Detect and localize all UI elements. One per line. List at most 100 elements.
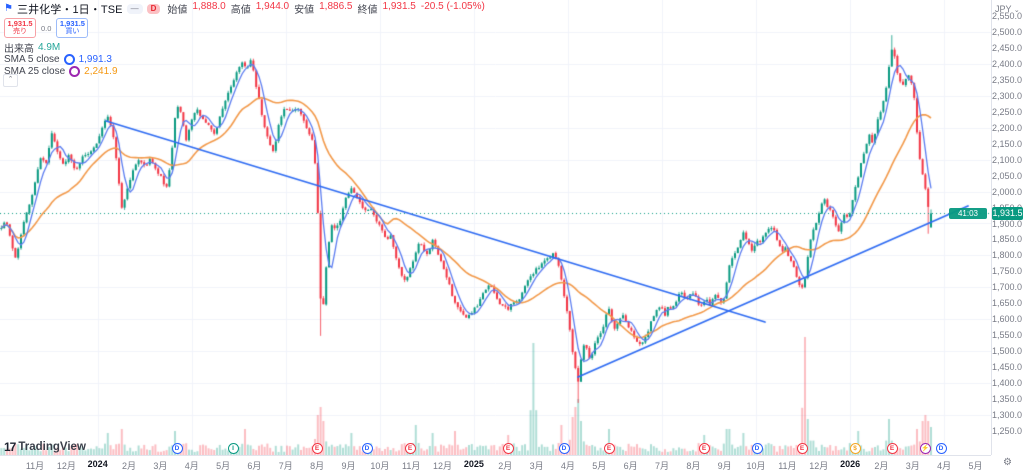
time-axis-label: 4月 [560,461,575,471]
tradingview-logo-mark: 17 [4,440,16,454]
buy-button[interactable]: 1,931.5 買い [56,18,89,38]
price-axis[interactable]: JPY ⌄ 2,550.0 2,500.0 2,450.0 2,400.0 2,350.… [991,0,1024,455]
time-axis-label: 12月 [433,461,453,471]
dividend-marker-icon[interactable]: D [751,443,763,454]
high-label: 高値 [230,5,251,16]
price-axis-label: 2,050.0 [991,170,1022,181]
currency-selector[interactable]: JPY ⌄ [995,4,1020,14]
sma5-legend-row[interactable]: SMA 5 close 1,991.3 [4,54,118,65]
indicator-legend: 出来高 4.9M SMA 5 close 1,991.3 SMA 25 clos… [4,42,118,78]
flag-icon[interactable]: ⚑ [4,2,13,14]
time-axis-label: 5月 [216,461,231,471]
high-value: 1,944.0 [255,1,290,12]
buy-price: 1,931.5 [59,19,85,28]
open-value: 1,888.0 [192,1,226,12]
volume-value: 4.9M [38,42,61,53]
price-axis-label: 2,100.0 [991,154,1022,165]
dividend-marker-icon[interactable]: D [171,443,183,454]
price-axis-label: 2,150.0 [991,138,1022,149]
price-axis-label: 1,250.0 [991,426,1022,436]
sma25-legend-row[interactable]: SMA 25 close 2,241.9 [4,66,118,77]
time-axis-label: 7月 [654,461,670,471]
time-axis-label: 8月 [310,461,325,471]
earnings-marker-icon[interactable]: E [796,443,808,454]
price-axis-label: 1,650.0 [991,298,1022,309]
time-axis-label: 11月 [778,461,797,471]
price-axis-label: 2,000.0 [991,186,1022,197]
spread-value: 0.0 [41,23,52,33]
tradingview-logo-text: TradingView [18,441,86,453]
price-axis-label: 2,500.0 [991,26,1022,37]
low-value: 1,886.5 [319,1,353,12]
time-axis-label: 3月 [905,461,920,471]
price-axis-label: 2,400.0 [991,58,1022,69]
sma5-label: SMA 5 close [4,54,60,65]
current-price-label: 1,931.5 [992,206,1023,220]
price-axis-label: 1,850.0 [991,234,1022,245]
payout-marker-icon[interactable]: $ [849,443,861,454]
price-axis-label: 2,250.0 [991,106,1022,117]
ohlc-values: 始値 1,888.0 高値 1,944.0 安値 1,886.5 終値 1,931.5 … [167,1,484,16]
volume-legend-row[interactable]: 出来高 4.9M [4,42,118,55]
dividend-marker-icon[interactable]: D [361,443,373,454]
time-axis-label: 9月 [717,461,732,471]
sma5-value: 1,991.3 [78,54,112,65]
earnings-marker-icon[interactable]: E [698,443,710,454]
time-axis-label: 10月 [370,461,390,471]
gear-icon[interactable]: ⚙ [1003,457,1012,468]
buy-label: 買い [65,28,80,35]
sell-button[interactable]: 1,931.5 売り [4,18,36,38]
price-axis-label: 1,350.0 [991,394,1022,405]
chart-legend-header: ⚑ 三井化学・1日・TSE — D 始値 1,888.0 高値 1,944.0 安値… [4,1,485,16]
price-axis-label: 1,700.0 [991,282,1022,293]
price-axis-label: 2,300.0 [991,90,1022,101]
sma5-loader-icon [63,54,75,65]
close-label: 終値 [357,5,378,16]
delayed-data-badge[interactable]: D [146,3,161,14]
earnings-marker-icon[interactable]: E [404,443,416,454]
price-axis-label: 1,500.0 [991,346,1022,357]
sell-price: 1,931.5 [7,19,33,28]
axis-settings-corner[interactable]: ⚙ [991,455,1024,471]
sell-label: 売り [13,28,27,35]
time-axis-label: 12月 [56,461,76,471]
tradingview-logo[interactable]: 17 TradingView [4,440,86,454]
dividend-marker-icon[interactable]: D [935,443,947,454]
dividend-marker-icon[interactable]: D [558,443,570,454]
time-axis-label: 2月 [498,461,513,471]
time-axis-label: 3月 [153,461,168,471]
earnings-marker-icon[interactable]: E [886,443,898,454]
earnings-marker-icon[interactable]: E [502,443,514,454]
change-value: -20.5 (-1.05%) [420,1,485,12]
news-marker-icon[interactable]: ⚡ [919,443,931,454]
price-axis-label: 2,350.0 [991,74,1022,85]
time-axis-label: 2月 [122,461,137,471]
time-axis[interactable]: 11月 12月 2024 2月 3月 4月 5月 6月 7月 8月 9月 10月 11月 12月 2025 2… [0,455,1024,471]
low-label: 安値 [294,5,315,16]
legend-collapse-button[interactable]: ⌃ [3,74,18,87]
bar-countdown-label: 41:03 [949,207,987,219]
price-axis-label: 1,550.0 [991,330,1022,341]
symbol-title[interactable]: 三井化学・1日・TSE [16,3,123,16]
open-label: 始値 [167,5,188,16]
time-axis-label: 10月 [746,461,766,471]
time-axis-label: 5月 [592,461,607,471]
report-marker-icon[interactable]: I [227,443,239,454]
time-axis-label: 2026 [840,459,861,469]
earnings-marker-icon[interactable]: E [603,443,615,454]
trade-panel: 1,931.5 売り 0.0 1,931.5 買い [4,18,89,38]
earnings-marker-icon[interactable]: E [311,443,323,454]
price-axis-label: 1,300.0 [991,410,1022,421]
time-axis-label: 8月 [686,461,701,471]
price-chart-canvas[interactable] [0,0,991,455]
price-axis-label: 1,900.0 [991,218,1022,229]
time-axis-label: 4月 [937,461,952,471]
time-axis-label: 11月 [402,461,421,471]
price-axis-label: 1,600.0 [991,314,1022,325]
time-axis-label: 7月 [278,461,293,471]
price-axis-label: 1,800.0 [991,250,1022,261]
time-axis-label: 6月 [623,461,638,471]
time-axis-label: 2025 [463,459,484,469]
time-axis-label: 2月 [874,461,889,471]
